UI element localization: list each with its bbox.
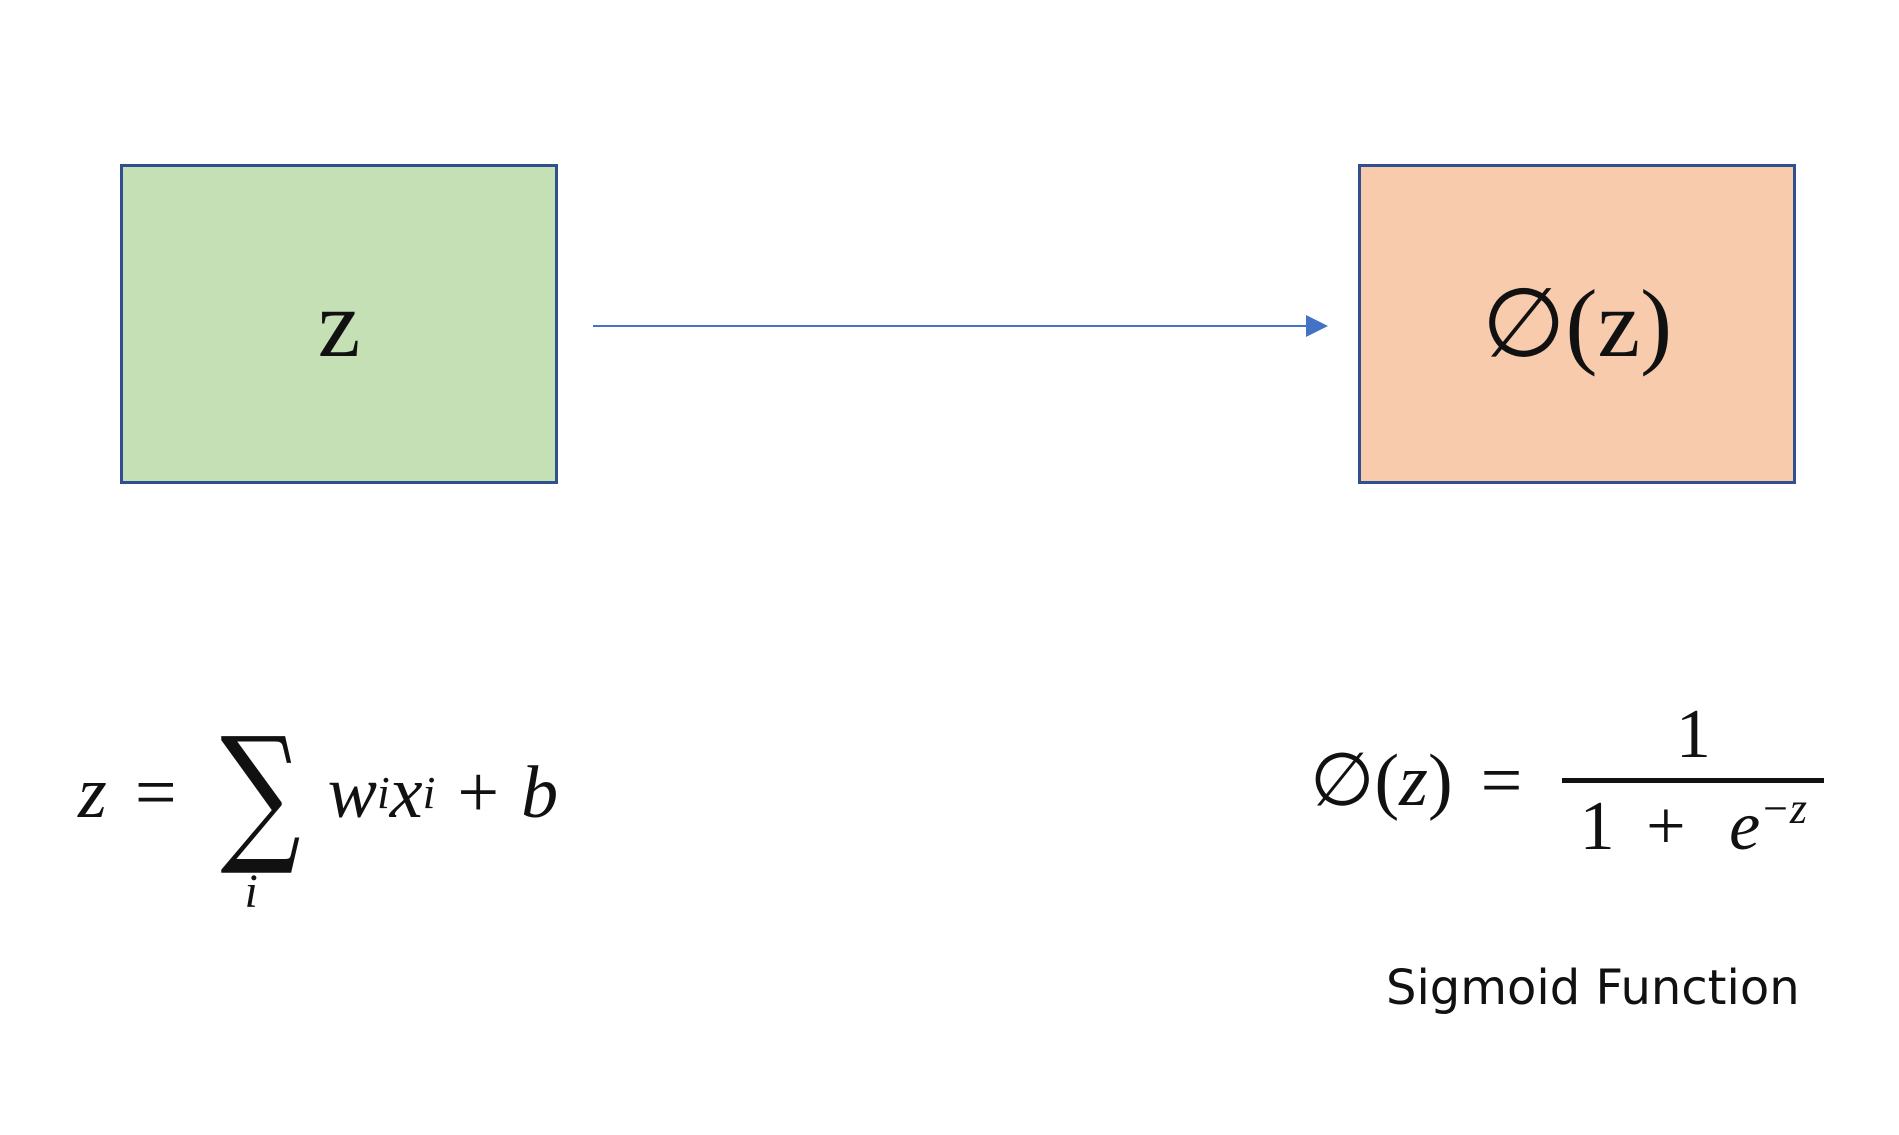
summation-icon: ∑ xyxy=(219,706,301,880)
formula-phi-equals: = xyxy=(1480,740,1523,822)
input-symbol: x xyxy=(389,752,423,834)
denominator-e: e xyxy=(1729,788,1761,865)
formula-z-plus: + xyxy=(457,752,500,834)
output-node-phi: ∅(z) xyxy=(1358,164,1796,484)
input-node-label: z xyxy=(317,270,361,377)
denominator-plus: + xyxy=(1646,788,1686,865)
phi-variable: z xyxy=(1399,740,1428,822)
formula-z-lhs: z xyxy=(78,752,107,834)
sigmoid-caption: Sigmoid Function xyxy=(1386,960,1800,1016)
denominator-exponent: −z xyxy=(1760,784,1808,833)
phi-open-paren: ( xyxy=(1374,740,1400,822)
weight-subscript: i xyxy=(377,767,390,818)
phi-symbol: ∅ xyxy=(1310,740,1375,822)
fraction-bar xyxy=(1562,778,1825,783)
summation-index: i xyxy=(244,865,258,918)
bias-symbol: b xyxy=(521,752,559,834)
sigmoid-fraction: 1 1 + e−z xyxy=(1562,696,1825,862)
formula-z-equals: = xyxy=(134,752,177,834)
input-node-z: z xyxy=(120,164,558,484)
denominator-one: 1 xyxy=(1579,788,1615,865)
input-subscript: i xyxy=(422,767,436,818)
sigmoid-formula: ∅(z) = 1 1 + e−z xyxy=(1310,696,1825,862)
fraction-numerator: 1 xyxy=(1675,696,1711,773)
fraction-denominator: 1 + e−z xyxy=(1580,783,1807,862)
arrow-head-icon xyxy=(1306,315,1328,337)
weight-symbol: w xyxy=(327,752,377,834)
summation: ∑ i xyxy=(207,706,314,916)
phi-close-paren: ) xyxy=(1427,740,1453,822)
output-node-label: ∅(z) xyxy=(1481,270,1673,377)
